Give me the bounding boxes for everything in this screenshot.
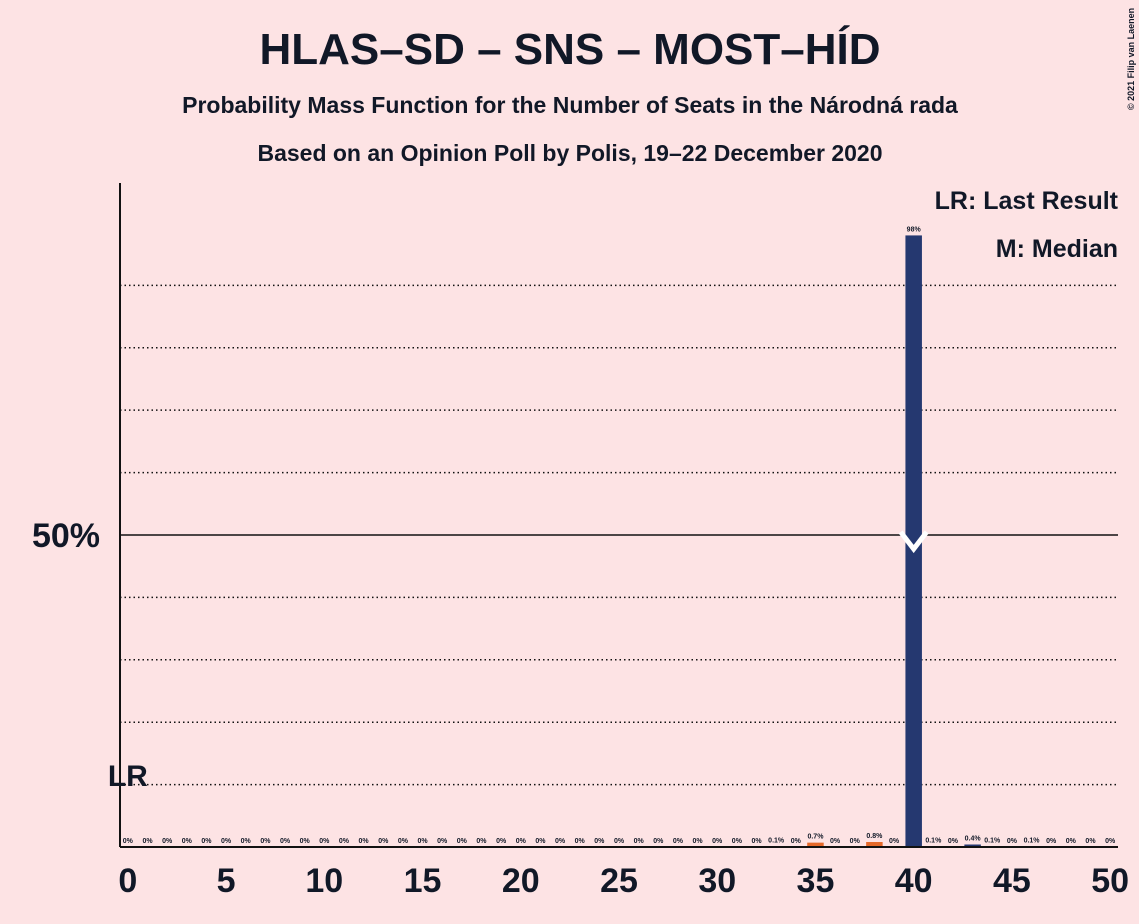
- value-label: 0%: [850, 838, 861, 845]
- value-label: 0%: [673, 838, 684, 845]
- value-label: 0%: [693, 838, 704, 845]
- x-tick-label: 50: [1091, 862, 1129, 900]
- value-label: 0%: [653, 838, 664, 845]
- value-label: 0%: [457, 838, 468, 845]
- x-tick-label: 10: [305, 862, 343, 900]
- value-label: 0%: [142, 838, 153, 845]
- value-label: 0%: [339, 838, 350, 845]
- chart-subtitle: Based on an Opinion Poll by Polis, 19–22…: [257, 140, 882, 166]
- y-tick-label: 50%: [32, 517, 100, 555]
- value-label: 0%: [1007, 838, 1018, 845]
- value-label: 0%: [791, 838, 802, 845]
- legend-entry: M: Median: [996, 235, 1118, 263]
- value-label: 0%: [437, 838, 448, 845]
- value-label: 0%: [732, 838, 743, 845]
- x-tick-label: 5: [217, 862, 236, 900]
- value-label: 0%: [221, 838, 232, 845]
- value-label: 0%: [476, 838, 487, 845]
- x-tick-label: 25: [600, 862, 638, 900]
- value-label: 0%: [751, 838, 762, 845]
- value-label: 0%: [555, 838, 566, 845]
- value-label: 0%: [182, 838, 193, 845]
- x-tick-label: 30: [698, 862, 736, 900]
- value-label: 0%: [594, 838, 605, 845]
- value-label: 0%: [359, 838, 370, 845]
- value-label: 0%: [1085, 838, 1096, 845]
- value-label: 0%: [830, 838, 841, 845]
- value-label: 0%: [516, 838, 527, 845]
- median-marker: [898, 530, 929, 554]
- last-result-label: LR: [108, 760, 148, 793]
- value-label: 0%: [260, 838, 271, 845]
- value-label: 0.1%: [1024, 837, 1041, 844]
- value-label: 0.1%: [768, 837, 785, 844]
- value-label: 0%: [123, 838, 134, 845]
- value-label: 0%: [300, 838, 311, 845]
- x-tick-label: 0: [118, 862, 137, 900]
- bar: [905, 235, 922, 848]
- value-label: 0%: [614, 838, 625, 845]
- value-label: 0%: [889, 838, 900, 845]
- bar: [807, 842, 824, 847]
- value-label: 0%: [535, 838, 546, 845]
- chart-subtitle: Probability Mass Function for the Number…: [182, 92, 958, 118]
- value-label: 0%: [162, 838, 173, 845]
- x-tick-label: 40: [895, 862, 933, 900]
- value-label: 0.7%: [807, 834, 824, 841]
- value-label: 0%: [319, 838, 330, 845]
- value-label: 0%: [948, 838, 959, 845]
- legend-entry: LR: Last Result: [935, 187, 1119, 215]
- value-label: 0.1%: [925, 837, 942, 844]
- value-label: 0%: [417, 838, 428, 845]
- bar: [964, 844, 981, 847]
- value-label: 0%: [201, 838, 212, 845]
- x-tick-label: 20: [502, 862, 540, 900]
- x-tick-label: 15: [404, 862, 442, 900]
- value-label: 0.1%: [984, 837, 1001, 844]
- value-label: 98%: [907, 226, 922, 233]
- chart-title: HLAS–SD – SNS – MOST–HÍD: [259, 24, 880, 74]
- value-label: 0%: [496, 838, 507, 845]
- x-tick-label: 45: [993, 862, 1031, 900]
- copyright: © 2021 Filip van Laenen: [1126, 8, 1136, 110]
- value-label: 0.8%: [866, 833, 883, 840]
- value-label: 0%: [1066, 838, 1077, 845]
- value-label: 0%: [712, 838, 723, 845]
- x-tick-label: 35: [797, 862, 835, 900]
- value-label: 0%: [378, 838, 389, 845]
- value-label: 0.4%: [965, 836, 982, 843]
- value-label: 0%: [280, 838, 291, 845]
- value-label: 0%: [575, 838, 586, 845]
- bar: [866, 842, 883, 847]
- value-label: 0%: [634, 838, 645, 845]
- value-label: 0%: [241, 838, 252, 845]
- value-label: 0%: [398, 838, 409, 845]
- value-label: 0%: [1046, 838, 1057, 845]
- value-label: 0%: [1105, 838, 1116, 845]
